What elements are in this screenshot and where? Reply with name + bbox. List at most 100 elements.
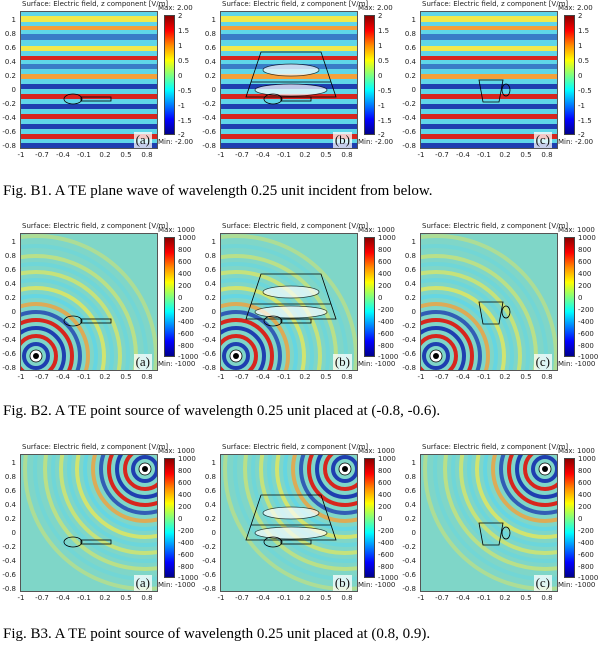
field-plot	[220, 233, 358, 371]
colorbar-tick: -200	[378, 527, 394, 535]
colorbar-tick: -600	[578, 330, 594, 338]
colorbar-tick: 200	[378, 503, 392, 511]
x-tick: 0.2	[99, 151, 111, 159]
colorbar-tick: -400	[578, 539, 594, 547]
field-plot	[220, 454, 358, 592]
y-tick: 0.6	[204, 266, 216, 274]
colorbar-tick: 800	[378, 246, 392, 254]
y-tick: -0.2	[202, 322, 216, 330]
colorbar-tick: -1000	[378, 574, 399, 582]
colorbar	[564, 237, 575, 357]
colorbar-tick: 0	[378, 72, 383, 80]
colorbar-tick: 0	[378, 515, 383, 523]
point-source-marker	[138, 462, 152, 476]
x-tick: 0.2	[499, 373, 511, 381]
y-tick: 0.4	[404, 58, 416, 66]
field-plot-svg	[221, 12, 357, 148]
point-source-marker	[538, 462, 552, 476]
x-tick: -0.1	[277, 594, 291, 602]
y-tick: -0.6	[202, 128, 216, 136]
x-tick: 0.8	[341, 373, 353, 381]
colorbar	[564, 458, 575, 578]
colorbar-tick: 1000	[378, 455, 396, 463]
x-tick: -1	[217, 594, 225, 602]
colorbar-tick: -600	[578, 551, 594, 559]
panel-label: (b)	[332, 354, 352, 370]
y-tick: -0.8	[402, 364, 416, 372]
panel-label: (a)	[133, 575, 152, 591]
field-plot	[420, 233, 558, 371]
x-tick: 0.5	[320, 594, 332, 602]
x-tick: -0.7	[35, 594, 49, 602]
panel-b3-a: Surface: Electric field, z component [V/…	[0, 443, 200, 653]
x-tick: -1	[17, 151, 25, 159]
colorbar	[164, 458, 175, 578]
panel-label: (c)	[533, 575, 552, 591]
y-tick: 0	[211, 86, 216, 94]
x-tick: 0.5	[520, 373, 532, 381]
y-tick: -0.8	[2, 364, 16, 372]
y-tick: -0.2	[402, 322, 416, 330]
colorbar-tick: -400	[178, 539, 194, 547]
y-tick: -0.2	[2, 100, 16, 108]
panel-title: Surface: Electric field, z component [V/…	[422, 443, 569, 451]
x-tick: -1	[217, 151, 225, 159]
x-tick: 0.2	[299, 594, 311, 602]
y-tick: 0.4	[204, 501, 216, 509]
x-tick: -1	[417, 594, 425, 602]
point-source-marker	[338, 462, 352, 476]
colorbar-tick: 200	[578, 282, 592, 290]
x-tick: 0.5	[120, 373, 132, 381]
y-tick: 0.8	[404, 473, 416, 481]
colorbar-tick: 1000	[578, 234, 596, 242]
cloak-outline	[245, 494, 337, 541]
y-tick: 0.4	[404, 280, 416, 288]
colorbar-tick: 1000	[178, 234, 196, 242]
x-tick: 0.5	[320, 151, 332, 159]
y-tick: -0.4	[202, 336, 216, 344]
colorbar-tick: -1000	[578, 574, 599, 582]
colorbar-tick: 400	[578, 491, 592, 499]
colorbar	[564, 15, 575, 135]
x-tick: -1	[17, 594, 25, 602]
colorbar-tick: 400	[178, 491, 192, 499]
x-tick: -0.1	[477, 594, 491, 602]
y-tick: 0.4	[4, 501, 16, 509]
colorbar-tick: -2	[578, 131, 585, 139]
panel-b2-b: Surface: Electric field, z component [V/…	[200, 222, 400, 432]
colorbar-tick: -1	[178, 102, 185, 110]
x-tick: -0.7	[435, 373, 449, 381]
x-tick: -0.1	[277, 151, 291, 159]
colorbar-tick: -800	[178, 342, 194, 350]
y-tick: -0.4	[202, 557, 216, 565]
panel-label: (b)	[332, 132, 352, 148]
figure-caption: Fig. B2. A TE point source of wavelength…	[3, 403, 441, 419]
y-tick: -0.2	[202, 543, 216, 551]
panel-label: (c)	[533, 354, 552, 370]
x-tick: -0.7	[35, 373, 49, 381]
y-tick: -0.6	[402, 571, 416, 579]
y-tick: 0.6	[404, 266, 416, 274]
colorbar-tick: -800	[378, 342, 394, 350]
colorbar-tick: 400	[378, 270, 392, 278]
y-tick: -0.4	[402, 557, 416, 565]
colorbar-tick: 600	[178, 479, 192, 487]
colorbar-tick: 0	[378, 294, 383, 302]
colorbar-max: Max: 2.00	[158, 4, 193, 12]
colorbar-min: Min: -2.00	[558, 138, 594, 146]
x-tick: 0.2	[99, 594, 111, 602]
y-tick: -0.4	[2, 114, 16, 122]
colorbar-tick: 0.5	[578, 57, 590, 65]
y-tick: -0.4	[202, 114, 216, 122]
panel-title: Surface: Electric field, z component [V/…	[222, 0, 369, 8]
colorbar-tick: -0.5	[378, 87, 392, 95]
colorbar-tick: -600	[378, 330, 394, 338]
y-tick: -0.8	[202, 585, 216, 593]
colorbar-min: Min: -1000	[358, 360, 396, 368]
y-tick: 0.8	[4, 30, 16, 38]
y-tick: 0.8	[204, 30, 216, 38]
y-tick: 0.2	[4, 294, 16, 302]
y-tick: 0	[211, 529, 216, 537]
colorbar-tick: 1	[178, 42, 183, 50]
colorbar-tick: 200	[178, 282, 192, 290]
